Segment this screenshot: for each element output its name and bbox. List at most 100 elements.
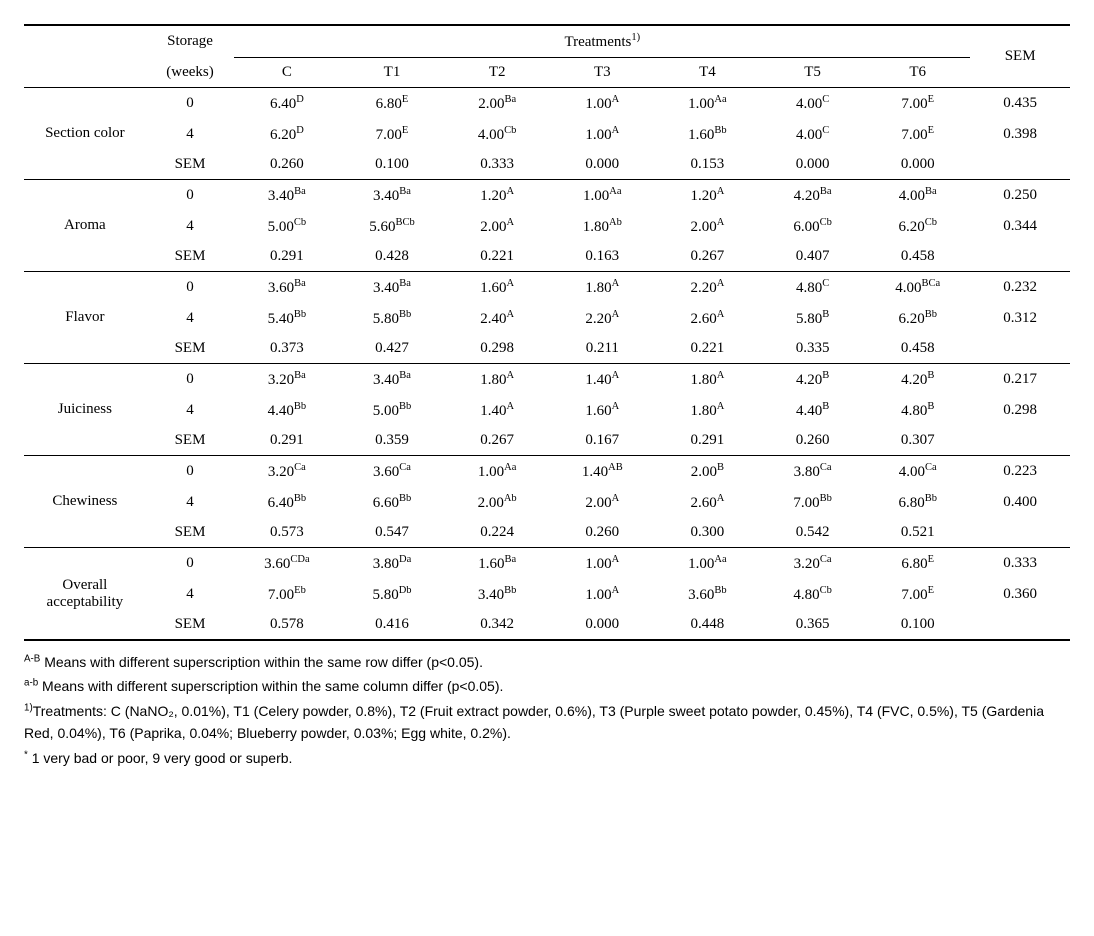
value-cell: 0.298 <box>445 334 550 364</box>
value-cell: 1.00A <box>550 119 655 150</box>
value-cell: 5.00Cb <box>234 211 339 242</box>
value-cell: 4.00BCa <box>865 272 970 304</box>
value-cell: 1.00A <box>550 579 655 610</box>
value-cell: 0.373 <box>234 334 339 364</box>
table-row: SEM0.5780.4160.3420.0000.4480.3650.100 <box>24 610 1070 640</box>
storage-cell: 4 <box>146 211 235 242</box>
value-cell: 3.60Ca <box>339 456 444 488</box>
treatments-header: Treatments1) <box>234 25 970 58</box>
attribute-name: Section color <box>24 88 146 180</box>
value-cell: 1.00Aa <box>655 548 760 580</box>
value-cell: 0.547 <box>339 518 444 548</box>
value-cell: 7.00E <box>865 88 970 120</box>
value-cell: 4.40B <box>760 395 865 426</box>
table-row: 47.00Eb5.80Db3.40Bb1.00A3.60Bb4.80Cb7.00… <box>24 579 1070 610</box>
value-cell: 7.00E <box>339 119 444 150</box>
sem-cell: 0.312 <box>970 303 1070 334</box>
sem-cell: 0.435 <box>970 88 1070 120</box>
storage-cell: SEM <box>146 334 235 364</box>
value-cell: 0.335 <box>760 334 865 364</box>
col-header: T5 <box>760 58 865 88</box>
footnote-treatments: 1)Treatments: C (NaNO₂, 0.01%), T1 (Cele… <box>24 700 1070 745</box>
sem-cell: 0.217 <box>970 364 1070 396</box>
value-cell: 1.00A <box>550 88 655 120</box>
footnote-sup: A-B <box>24 653 40 664</box>
value-cell: 0.000 <box>865 150 970 180</box>
value-cell: 5.60BCb <box>339 211 444 242</box>
value-cell: 0.300 <box>655 518 760 548</box>
value-cell: 3.60CDa <box>234 548 339 580</box>
storage-cell: 4 <box>146 303 235 334</box>
storage-cell: 4 <box>146 395 235 426</box>
value-cell: 2.00A <box>655 211 760 242</box>
value-cell: 4.00C <box>760 88 865 120</box>
value-cell: 0.224 <box>445 518 550 548</box>
value-cell: 0.458 <box>865 334 970 364</box>
value-cell: 1.80A <box>445 364 550 396</box>
col-header: T4 <box>655 58 760 88</box>
value-cell: 4.20B <box>760 364 865 396</box>
sem-cell <box>970 150 1070 180</box>
attribute-name: Juiciness <box>24 364 146 456</box>
value-cell: 6.20Bb <box>865 303 970 334</box>
value-cell: 3.20Ca <box>760 548 865 580</box>
sem-cell: 0.232 <box>970 272 1070 304</box>
value-cell: 0.291 <box>234 242 339 272</box>
footnote-text: Treatments: C (NaNO₂, 0.01%), T1 (Celery… <box>24 703 1044 741</box>
value-cell: 0.000 <box>760 150 865 180</box>
value-cell: 3.40Bb <box>445 579 550 610</box>
value-cell: 2.20A <box>550 303 655 334</box>
value-cell: 4.20Ba <box>760 180 865 212</box>
value-cell: 0.167 <box>550 426 655 456</box>
treatments-header-text: Treatments <box>564 34 631 50</box>
value-cell: 0.333 <box>445 150 550 180</box>
value-cell: 7.00E <box>865 579 970 610</box>
value-cell: 0.307 <box>865 426 970 456</box>
value-cell: 7.00Eb <box>234 579 339 610</box>
value-cell: 2.00A <box>445 211 550 242</box>
value-cell: 1.40A <box>445 395 550 426</box>
value-cell: 1.80A <box>655 364 760 396</box>
value-cell: 4.80B <box>865 395 970 426</box>
footnote-text: Means with different superscription with… <box>38 678 503 694</box>
value-cell: 0.416 <box>339 610 444 640</box>
table-row: 45.00Cb5.60BCb2.00A1.80Ab2.00A6.00Cb6.20… <box>24 211 1070 242</box>
value-cell: 1.00Aa <box>445 456 550 488</box>
value-cell: 0.578 <box>234 610 339 640</box>
value-cell: 6.20D <box>234 119 339 150</box>
table-row: Overall acceptability03.60CDa3.80Da1.60B… <box>24 548 1070 580</box>
value-cell: 0.267 <box>445 426 550 456</box>
value-cell: 0.365 <box>760 610 865 640</box>
value-cell: 0.260 <box>550 518 655 548</box>
value-cell: 2.60A <box>655 487 760 518</box>
value-cell: 0.458 <box>865 242 970 272</box>
value-cell: 2.20A <box>655 272 760 304</box>
value-cell: 1.60A <box>550 395 655 426</box>
storage-cell: 0 <box>146 548 235 580</box>
sem-cell: 0.344 <box>970 211 1070 242</box>
footnote-text: 1 very bad or poor, 9 very good or super… <box>28 750 293 766</box>
value-cell: 0.521 <box>865 518 970 548</box>
value-cell: 6.20Cb <box>865 211 970 242</box>
sem-cell: 0.400 <box>970 487 1070 518</box>
value-cell: 0.260 <box>234 150 339 180</box>
storage-header-line2: (weeks) <box>146 58 235 88</box>
table-body: Section color06.40D6.80E2.00Ba1.00A1.00A… <box>24 88 1070 641</box>
storage-cell: 0 <box>146 364 235 396</box>
header-blank <box>24 25 146 88</box>
table-row: 44.40Bb5.00Bb1.40A1.60A1.80A4.40B4.80B0.… <box>24 395 1070 426</box>
attribute-name: Flavor <box>24 272 146 364</box>
value-cell: 6.40D <box>234 88 339 120</box>
storage-cell: 0 <box>146 180 235 212</box>
value-cell: 2.00B <box>655 456 760 488</box>
sem-header: SEM <box>970 25 1070 88</box>
table-row: 46.20D7.00E4.00Cb1.00A1.60Bb4.00C7.00E0.… <box>24 119 1070 150</box>
value-cell: 0.221 <box>445 242 550 272</box>
value-cell: 5.80Bb <box>339 303 444 334</box>
table-row: SEM0.5730.5470.2240.2600.3000.5420.521 <box>24 518 1070 548</box>
col-header: T2 <box>445 58 550 88</box>
value-cell: 6.80E <box>865 548 970 580</box>
value-cell: 4.00C <box>760 119 865 150</box>
footnote-text: Means with different superscription with… <box>40 654 483 670</box>
value-cell: 0.163 <box>550 242 655 272</box>
